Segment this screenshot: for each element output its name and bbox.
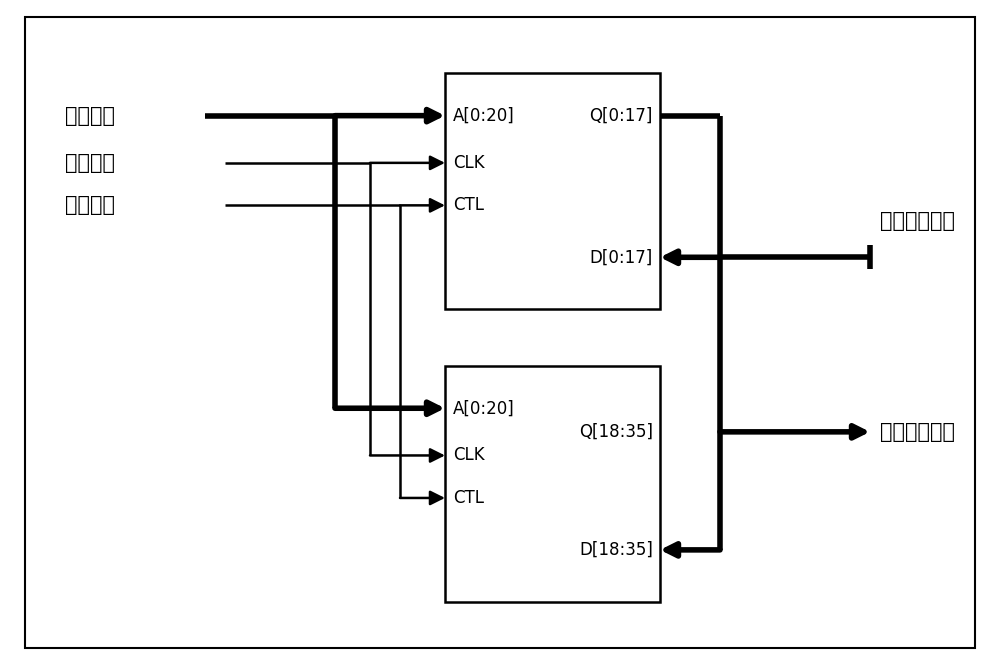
Text: Q[18:35]: Q[18:35] [579,423,653,441]
Text: CLK: CLK [453,446,485,464]
Bar [445,366,660,602]
Text: A[0:20]: A[0:20] [453,399,515,417]
Text: 输出数据总线: 输出数据总线 [880,422,955,442]
Text: A[0:20]: A[0:20] [453,106,515,124]
Text: Q[0:17]: Q[0:17] [590,106,653,124]
Text: 控制信号: 控制信号 [65,196,115,215]
Text: CTL: CTL [453,489,484,507]
Text: CTL: CTL [453,196,484,214]
Text: 时钟信号: 时钟信号 [65,153,115,173]
Text: 地址总线: 地址总线 [65,106,115,126]
Text: D[18:35]: D[18:35] [579,541,653,559]
Text: CLK: CLK [453,154,485,172]
Text: 输入数据总线: 输入数据总线 [880,211,955,231]
Text: D[0:17]: D[0:17] [590,248,653,266]
Bar [445,73,660,309]
